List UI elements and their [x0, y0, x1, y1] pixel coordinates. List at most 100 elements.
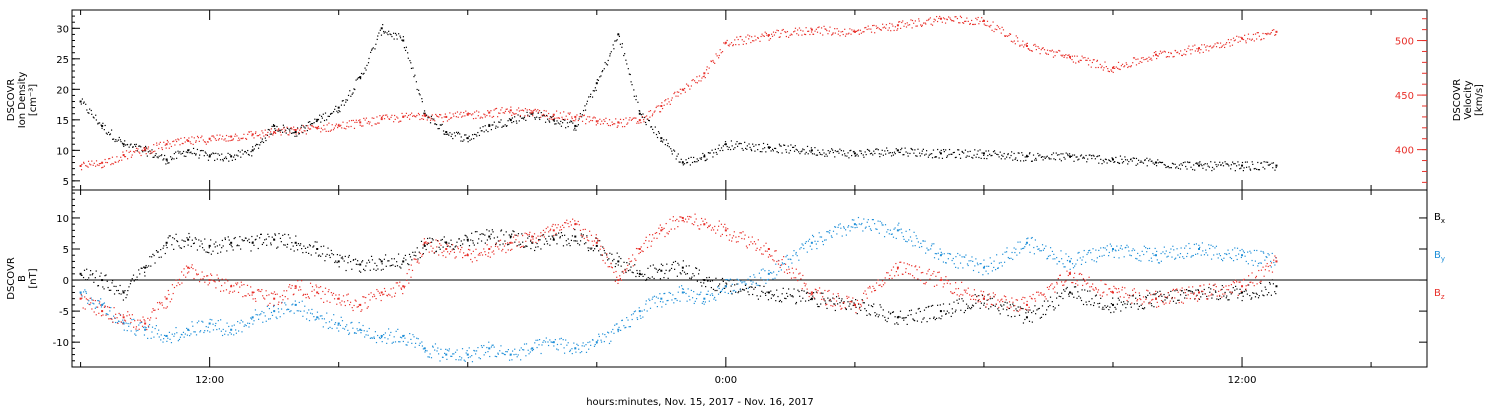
- data-dot: [359, 78, 362, 80]
- data-dot: [996, 153, 998, 155]
- data-dot: [1078, 295, 1080, 297]
- data-point: [574, 115, 577, 118]
- data-dot: [674, 268, 676, 270]
- data-dot: [507, 349, 509, 351]
- data-dot: [530, 247, 532, 250]
- data-dot: [669, 269, 671, 271]
- data-dot: [917, 308, 919, 310]
- data-dot: [152, 150, 154, 153]
- data-dot: [887, 317, 889, 319]
- data-dot: [1066, 57, 1068, 59]
- data-dot: [367, 62, 370, 64]
- data-dot: [508, 118, 511, 120]
- data-dot: [80, 293, 82, 295]
- data-dot: [1118, 68, 1120, 70]
- data-dot: [84, 279, 87, 281]
- data-dot: [378, 32, 380, 34]
- data-dot: [1263, 295, 1265, 297]
- data-dot: [312, 123, 314, 125]
- data-dot: [1045, 156, 1047, 158]
- data-dot: [651, 276, 653, 278]
- data-dot: [712, 61, 715, 63]
- data-dot: [1229, 256, 1231, 259]
- data-dot: [121, 159, 123, 161]
- data-dot: [556, 348, 558, 350]
- data-dot: [577, 344, 579, 347]
- data-dot: [978, 23, 980, 25]
- data-dot: [585, 118, 588, 120]
- data-dot: [811, 248, 813, 250]
- data-dot: [198, 320, 200, 322]
- data-dot: [272, 132, 275, 135]
- data-dot: [480, 345, 483, 347]
- data-dot: [93, 281, 95, 283]
- data-point: [1198, 47, 1201, 50]
- data-dot: [1260, 282, 1262, 284]
- data-point: [230, 155, 233, 158]
- data-dot: [976, 262, 979, 264]
- data-dot: [126, 143, 129, 146]
- data-dot: [992, 21, 994, 23]
- data-point: [853, 152, 856, 155]
- data-point: [595, 120, 598, 123]
- data-dot: [307, 121, 310, 123]
- data-dot: [1232, 287, 1234, 289]
- data-dot: [1137, 163, 1139, 165]
- data-dot: [1120, 65, 1123, 67]
- data-dot: [653, 277, 655, 280]
- data-dot: [224, 238, 226, 241]
- data-dot: [124, 319, 126, 321]
- data-dot: [642, 113, 644, 115]
- data-dot: [948, 16, 950, 18]
- data-dot: [534, 249, 536, 252]
- data-dot: [336, 327, 338, 329]
- data-dot: [1188, 290, 1190, 292]
- data-dot: [634, 117, 636, 119]
- data-dot: [556, 243, 558, 245]
- data-dot: [890, 155, 893, 157]
- data-dot: [331, 319, 333, 321]
- data-dot: [764, 147, 766, 149]
- data-dot: [690, 85, 692, 87]
- series-by: [79, 216, 1278, 363]
- data-dot: [431, 345, 434, 347]
- data-dot: [1055, 297, 1058, 299]
- data-dot: [1148, 259, 1150, 262]
- data-dot: [564, 118, 566, 120]
- data-dot: [197, 273, 199, 275]
- data-dot: [624, 125, 626, 128]
- data-point: [187, 149, 190, 152]
- data-dot: [195, 140, 197, 142]
- data-dot: [396, 265, 399, 267]
- data-dot: [800, 151, 802, 153]
- data-dot: [714, 296, 716, 299]
- data-dot: [343, 260, 345, 262]
- data-dot: [139, 322, 141, 324]
- data-dot: [402, 115, 404, 117]
- data-dot: [471, 114, 473, 116]
- data-dot: [486, 114, 488, 117]
- data-dot: [279, 131, 282, 133]
- data-dot: [803, 290, 805, 292]
- data-dot: [955, 309, 957, 311]
- data-dot: [1016, 37, 1019, 39]
- data-dot: [525, 245, 527, 247]
- data-dot: [350, 119, 353, 122]
- data-dot: [489, 124, 491, 126]
- y-axis-title-line: [cm⁻³]: [28, 84, 39, 116]
- data-dot: [1222, 162, 1224, 164]
- data-dot: [1182, 162, 1185, 164]
- data-dot: [100, 272, 102, 274]
- data-dot: [409, 256, 412, 258]
- data-dot: [126, 315, 128, 317]
- data-dot: [304, 127, 306, 129]
- data-dot: [733, 289, 735, 292]
- data-dot: [607, 332, 610, 334]
- data-dot: [474, 353, 477, 355]
- data-point: [101, 310, 104, 313]
- data-point: [896, 24, 899, 27]
- data-dot: [284, 131, 286, 133]
- data-dot: [1138, 305, 1140, 308]
- data-dot: [793, 31, 795, 33]
- data-dot: [1079, 59, 1081, 61]
